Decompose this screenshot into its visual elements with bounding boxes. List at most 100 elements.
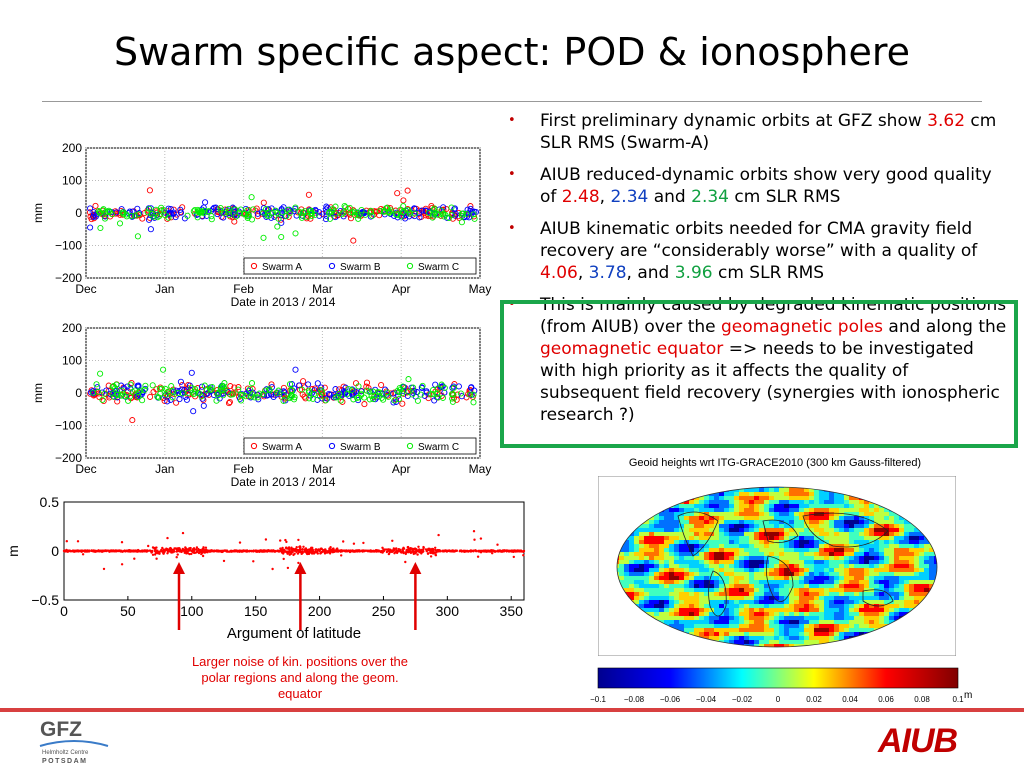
data-point xyxy=(285,540,288,544)
x-tick-label: 350 xyxy=(500,603,524,619)
data-point xyxy=(331,549,334,552)
data-point xyxy=(177,378,184,385)
data-point xyxy=(323,552,327,555)
data-point xyxy=(509,549,513,553)
data-point xyxy=(139,397,146,404)
data-point xyxy=(145,216,153,223)
data-point xyxy=(349,386,356,393)
data-point xyxy=(116,220,124,227)
data-point xyxy=(361,401,368,408)
data-point xyxy=(416,209,423,216)
data-point xyxy=(248,194,255,201)
data-point xyxy=(300,378,307,385)
data-point xyxy=(217,204,224,212)
data-point xyxy=(332,203,339,210)
data-point xyxy=(164,215,171,222)
data-point xyxy=(310,552,314,555)
data-point xyxy=(153,553,157,556)
data-point xyxy=(65,540,69,543)
data-point xyxy=(76,550,79,553)
data-point xyxy=(228,390,235,397)
data-point xyxy=(188,384,195,391)
data-point xyxy=(296,382,303,389)
data-point xyxy=(450,391,457,398)
data-point xyxy=(110,383,117,390)
data-point xyxy=(197,551,201,555)
data-point xyxy=(414,397,421,404)
data-point xyxy=(342,204,349,211)
bullet-marker: • xyxy=(508,113,516,128)
data-point xyxy=(273,209,281,216)
bullet-text: and along the xyxy=(883,317,1007,337)
data-point xyxy=(79,550,82,553)
data-point xyxy=(329,546,332,549)
data-point xyxy=(92,213,99,220)
aiub-logo: AIUB xyxy=(878,722,958,760)
data-point xyxy=(363,379,371,386)
data-point xyxy=(155,550,158,553)
data-point xyxy=(220,392,227,399)
data-point xyxy=(340,209,347,216)
data-point xyxy=(383,204,391,211)
data-point xyxy=(154,214,161,221)
data-point xyxy=(225,208,232,215)
data-point xyxy=(405,549,408,552)
data-point xyxy=(429,391,436,398)
data-point xyxy=(145,205,152,212)
data-point xyxy=(411,548,415,551)
data-point xyxy=(160,366,167,373)
data-point xyxy=(208,213,215,220)
data-point xyxy=(134,393,141,400)
x-tick-label: Apr xyxy=(392,282,411,296)
data-point xyxy=(350,396,357,403)
legend-entry: Swarm C xyxy=(418,262,459,273)
data-point xyxy=(399,390,406,397)
data-point xyxy=(440,204,447,211)
data-point xyxy=(292,366,299,373)
data-point xyxy=(141,550,144,553)
data-point xyxy=(470,391,477,398)
x-tick-label: Jan xyxy=(155,462,174,476)
data-point xyxy=(87,224,94,231)
y-tick-label: −100 xyxy=(55,239,82,253)
bullet-text: geomagnetic poles xyxy=(721,317,884,337)
data-point xyxy=(130,549,133,553)
data-point xyxy=(188,369,195,376)
data-point xyxy=(203,549,206,552)
data-point xyxy=(150,550,154,554)
data-point xyxy=(299,546,302,549)
data-point xyxy=(320,550,324,554)
coastline xyxy=(708,570,727,617)
data-point xyxy=(158,552,161,555)
data-point xyxy=(198,383,206,390)
x-axis-label: Date in 2013 / 2014 xyxy=(231,475,336,489)
data-point xyxy=(355,215,362,222)
data-point xyxy=(134,205,141,212)
data-point xyxy=(402,551,405,554)
data-point xyxy=(260,234,267,241)
data-point xyxy=(391,539,394,542)
data-point xyxy=(475,550,478,553)
data-point xyxy=(449,395,456,402)
arrow-marker xyxy=(173,562,185,630)
data-point xyxy=(147,226,154,233)
data-point xyxy=(65,548,68,552)
data-point xyxy=(418,548,421,551)
data-point xyxy=(496,549,500,553)
data-point xyxy=(231,205,238,213)
data-point xyxy=(426,552,430,555)
data-point xyxy=(314,548,317,552)
bottom-divider xyxy=(0,708,1024,712)
data-point xyxy=(382,550,385,553)
data-point xyxy=(114,394,121,401)
orbit-scatter-chart-2: Dec Jan Feb Mar Apr May 200 100 0 −100 −200 mm Date … xyxy=(31,321,491,489)
data-point xyxy=(450,384,457,391)
data-point xyxy=(254,210,261,217)
bullet-item: • AIUB reduced-dynamic orbits show very g… xyxy=(508,164,1008,208)
data-point xyxy=(434,546,437,549)
data-point xyxy=(133,549,136,552)
data-point xyxy=(207,549,210,553)
data-point xyxy=(302,545,305,548)
geoid-colorbar: −0.1 −0.08 −0.06 −0.04 −0.02 0 0.02 0.04 0.06 0.0… xyxy=(590,667,972,704)
bullet-marker: • xyxy=(508,297,516,312)
